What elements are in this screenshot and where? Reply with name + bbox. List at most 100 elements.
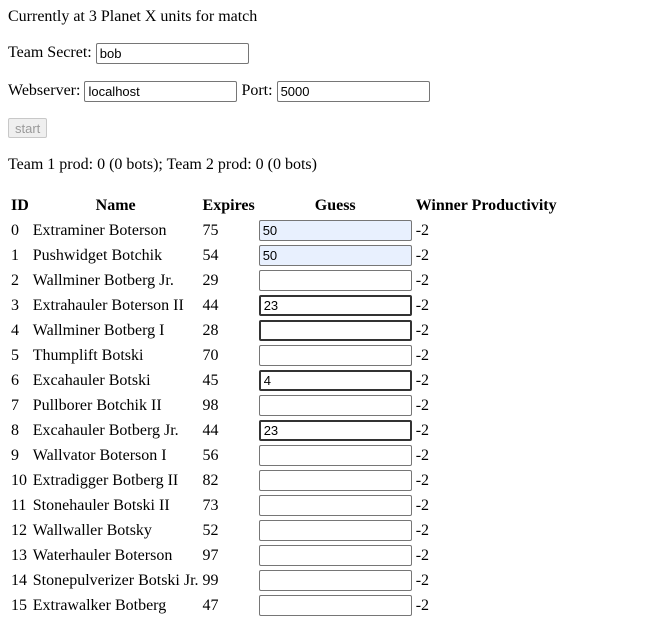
port-input[interactable] [276, 80, 430, 102]
bot-name: Excahauler Botberg Jr. [32, 421, 179, 439]
table-row: 9 Wallvator Boterson I 56 -2 [10, 444, 558, 467]
table-row: 12 Wallwaller Botsky 52 -2 [10, 519, 558, 542]
bot-winner-productivity: -2 [415, 221, 430, 239]
guess-cell [258, 219, 413, 242]
team-secret-label: Team Secret: [8, 44, 92, 61]
bot-name: Extrawalker Botberg [32, 596, 167, 614]
bot-id: 4 [11, 321, 19, 339]
bot-id: 13 [11, 546, 27, 564]
guess-cell [258, 344, 413, 367]
guess-input[interactable] [258, 295, 412, 316]
bot-winner-productivity: -2 [415, 321, 430, 339]
table-row: 4 Wallminer Botberg I 28 -2 [10, 319, 558, 342]
webserver-input[interactable] [84, 80, 238, 102]
bot-id: 10 [11, 471, 27, 489]
bot-id: 8 [11, 421, 19, 439]
bot-expires: 97 [202, 546, 219, 564]
start-button[interactable]: start [8, 118, 48, 138]
bot-expires: 99 [202, 571, 219, 589]
bot-winner-productivity: -2 [415, 246, 430, 264]
webserver-row: Webserver: Port: [8, 80, 664, 102]
table-row: 11 Stonehauler Botski II 73 -2 [10, 494, 558, 517]
guess-input[interactable] [258, 370, 412, 391]
table-row: 15 Extrawalker Botberg 47 -2 [10, 594, 558, 617]
guess-cell [258, 294, 413, 317]
table-row: 14 Stonepulverizer Botski Jr. 99 -2 [10, 569, 558, 592]
bot-expires: 54 [202, 246, 219, 264]
bot-id: 2 [11, 271, 19, 289]
guess-input[interactable] [258, 320, 412, 341]
guess-cell [258, 269, 413, 292]
bot-id: 12 [11, 521, 27, 539]
guess-input[interactable] [258, 270, 412, 291]
bot-winner-productivity: -2 [415, 596, 430, 614]
bot-winner-productivity: -2 [415, 396, 430, 414]
bot-expires: 28 [202, 321, 219, 339]
team-productivity-text: Team 1 prod: 0 (0 bots); Team 2 prod: 0 … [8, 156, 317, 173]
header-guess: Guess [314, 196, 356, 214]
bot-winner-productivity: -2 [415, 346, 430, 364]
bot-winner-productivity: -2 [415, 496, 430, 514]
bot-id: 3 [11, 296, 19, 314]
bot-id: 9 [11, 446, 19, 464]
bot-name: Waterhauler Boterson [32, 546, 173, 564]
bot-expires: 56 [202, 446, 219, 464]
guess-input[interactable] [258, 570, 412, 591]
guess-input[interactable] [258, 345, 412, 366]
guess-input[interactable] [258, 395, 412, 416]
guess-input[interactable] [258, 445, 412, 466]
bot-name: Wallwaller Botsky [32, 521, 152, 539]
bot-id: 6 [11, 371, 19, 389]
guess-input[interactable] [258, 520, 412, 541]
bot-name: Stonepulverizer Botski Jr. [32, 571, 199, 589]
guess-input[interactable] [258, 420, 412, 441]
bots-table: ID Name Expires Guess Winner Productivit… [8, 192, 560, 619]
guess-input[interactable] [258, 545, 412, 566]
header-id: ID [11, 196, 29, 214]
bot-id: 5 [11, 346, 19, 364]
bot-name: Thumplift Botski [32, 346, 144, 364]
guess-input[interactable] [258, 470, 412, 491]
bot-winner-productivity: -2 [415, 521, 430, 539]
bot-expires: 52 [202, 521, 219, 539]
guess-cell [258, 569, 413, 592]
team-secret-input[interactable] [95, 42, 249, 64]
guess-input[interactable] [258, 595, 412, 616]
guess-cell [258, 594, 413, 617]
table-row: 7 Pullborer Botchik II 98 -2 [10, 394, 558, 417]
table-row: 2 Wallminer Botberg Jr. 29 -2 [10, 269, 558, 292]
header-name: Name [95, 196, 136, 214]
guess-cell [258, 369, 413, 392]
bot-id: 7 [11, 396, 19, 414]
bot-winner-productivity: -2 [415, 446, 430, 464]
guess-cell [258, 444, 413, 467]
bot-winner-productivity: -2 [415, 471, 430, 489]
table-header-row: ID Name Expires Guess Winner Productivit… [10, 194, 558, 217]
table-row: 3 Extrahauler Boterson II 44 -2 [10, 294, 558, 317]
bot-expires: 47 [202, 596, 219, 614]
guess-input[interactable] [258, 220, 412, 241]
guess-cell [258, 394, 413, 417]
guess-input[interactable] [258, 245, 412, 266]
bot-winner-productivity: -2 [415, 421, 430, 439]
table-row: 8 Excahauler Botberg Jr. 44 -2 [10, 419, 558, 442]
match-status-text: Currently at 3 Planet X units for match [8, 8, 258, 25]
bot-name: Wallminer Botberg I [32, 321, 165, 339]
bot-name: Extrahauler Boterson II [32, 296, 184, 314]
bot-id: 1 [11, 246, 19, 264]
bot-winner-productivity: -2 [415, 271, 430, 289]
bot-winner-productivity: -2 [415, 571, 430, 589]
bot-expires: 82 [202, 471, 219, 489]
guess-cell [258, 419, 413, 442]
bot-name: Wallminer Botberg Jr. [32, 271, 174, 289]
bot-name: Pullborer Botchik II [32, 396, 162, 414]
bot-expires: 44 [202, 421, 219, 439]
bot-id: 11 [11, 496, 27, 514]
bot-expires: 45 [202, 371, 219, 389]
guess-cell [258, 244, 413, 267]
table-row: 0 Extraminer Boterson 75 -2 [10, 219, 558, 242]
bot-expires: 29 [202, 271, 219, 289]
guess-cell [258, 519, 413, 542]
guess-input[interactable] [258, 495, 412, 516]
